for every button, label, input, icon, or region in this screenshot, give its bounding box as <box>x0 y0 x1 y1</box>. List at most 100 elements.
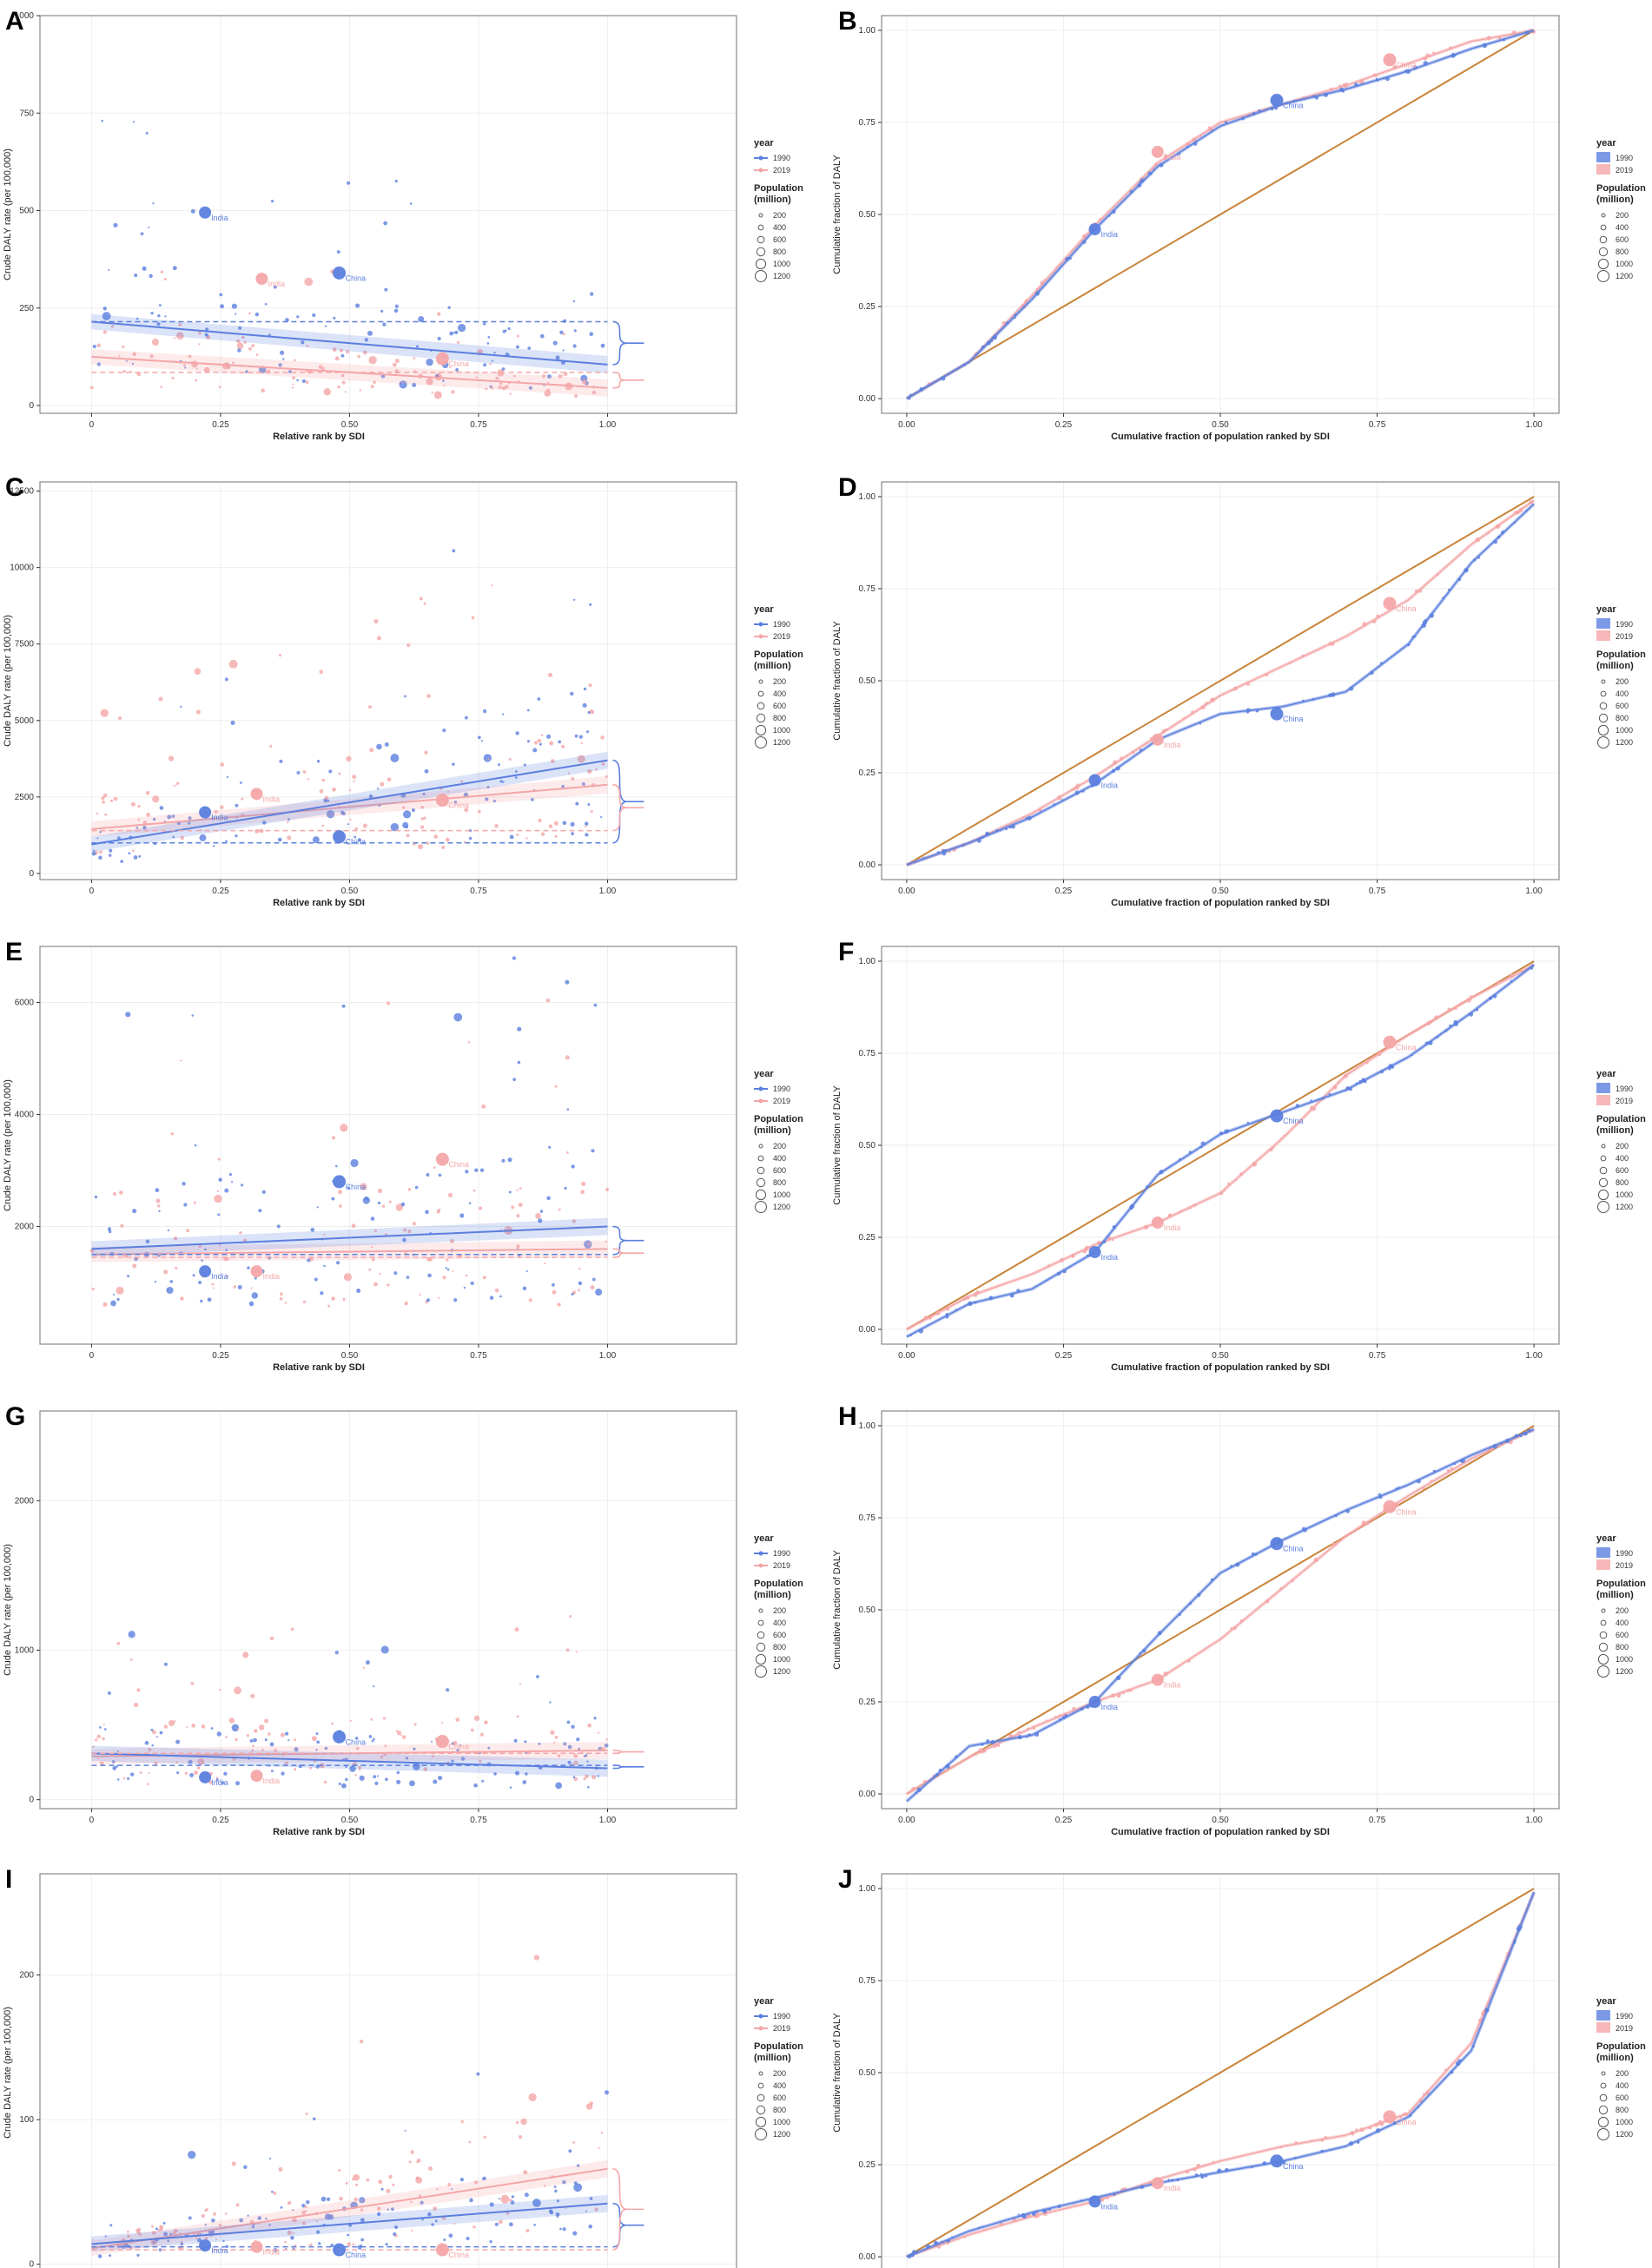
point-2019 <box>553 821 558 826</box>
point-1990 <box>473 1783 478 1788</box>
curve-point-2019 <box>1112 1239 1114 1242</box>
x-axis-title: Cumulative fraction of population ranked… <box>1111 1827 1330 1837</box>
curve-point-1990 <box>1193 142 1198 146</box>
point-2019 <box>151 2231 156 2235</box>
legend: year19902019Population(million)200400600… <box>1596 138 1646 282</box>
point-1990 <box>320 1291 324 1296</box>
point-1990 <box>438 1173 442 1177</box>
country-label: India <box>263 1777 281 1785</box>
point-1990 <box>258 1209 262 1213</box>
curve-point-2019 <box>975 1290 980 1295</box>
curve-point-2019 <box>1514 511 1517 514</box>
point-2019 <box>341 380 346 385</box>
legend-size-label: 1000 <box>1616 260 1633 268</box>
y-tick-label: 200 <box>19 1971 34 1981</box>
curve-point-2019 <box>1398 2114 1403 2119</box>
point-1990 <box>223 1771 228 1776</box>
x-tick-label: 0.25 <box>212 1816 229 1825</box>
x-axis-title: Cumulative fraction of population ranked… <box>1111 1362 1330 1373</box>
point-2019 <box>509 2199 512 2202</box>
point-2019 <box>159 2225 164 2230</box>
legend-size-label: 400 <box>1616 1619 1629 1627</box>
point-2019 <box>235 1737 238 1741</box>
point-2019 <box>366 2178 370 2182</box>
bubble-china-1990 <box>333 266 347 280</box>
point-1990 <box>539 742 542 746</box>
legend-year-title: year <box>1596 1533 1616 1544</box>
curve-point-1990 <box>925 2244 930 2249</box>
bubble-india-1990 <box>1088 2195 1101 2208</box>
curve-point-1990 <box>1189 1602 1192 1605</box>
y-tick-label: 0 <box>29 2260 34 2268</box>
point-1990 <box>188 816 192 821</box>
legend-size-1000 <box>1597 1653 1609 1665</box>
point-2019 <box>175 332 184 340</box>
point-2019 <box>201 1724 206 1729</box>
panel-i: I00.250.500.751.000100200Relative rank b… <box>3 1865 803 2268</box>
legend-size-label: 600 <box>773 2093 786 2102</box>
point-1990 <box>530 797 534 801</box>
point-2019 <box>304 2205 307 2209</box>
point-1990 <box>563 1742 567 1746</box>
point-2019 <box>349 818 352 821</box>
point-2019 <box>203 366 210 373</box>
curve-point-2019 <box>1185 2170 1190 2174</box>
y-tick-label: 0.25 <box>859 1698 876 1707</box>
point-2019 <box>219 805 224 809</box>
point-1990 <box>593 1717 597 1720</box>
legend-size-200 <box>758 213 763 218</box>
curve-point-2019 <box>1414 589 1419 594</box>
curve-point-2019 <box>978 1748 983 1753</box>
point-1990 <box>110 1300 116 1307</box>
point-2019 <box>340 373 345 378</box>
point-1990 <box>593 1003 598 1007</box>
point-2019 <box>358 1766 362 1770</box>
curve-point-1990 <box>1157 1631 1162 1636</box>
point-2019 <box>359 2040 364 2044</box>
point-1990 <box>340 353 345 358</box>
curve-point-1990 <box>1178 1157 1181 1161</box>
point-2019 <box>184 1771 188 1775</box>
x-tick-label: 0.25 <box>212 887 229 896</box>
point-1990 <box>487 1746 491 1750</box>
point-2019 <box>248 312 251 315</box>
point-2019 <box>600 735 605 740</box>
curve-point-1990 <box>1339 87 1345 92</box>
point-2019 <box>180 835 185 841</box>
point-2019 <box>514 1627 519 1632</box>
curve-point-1990 <box>1482 43 1488 49</box>
legend-dot-2019 <box>758 2026 763 2031</box>
point-2019 <box>152 795 160 803</box>
plot-frame <box>39 1410 737 1810</box>
point-2019 <box>479 1759 482 1764</box>
point-1990 <box>589 292 594 296</box>
bubble-india-2019 <box>1151 2177 1164 2190</box>
point-2019 <box>453 2223 456 2225</box>
point-2019 <box>146 1783 149 1785</box>
point-1990 <box>438 1776 443 1781</box>
point-1990 <box>451 2188 453 2191</box>
curve-point-2019 <box>1378 2120 1383 2125</box>
legend-label-2019: 2019 <box>1616 2024 1633 2033</box>
bubble-india-1990 <box>1088 1696 1101 1709</box>
legend-size-label: 400 <box>773 2081 786 2090</box>
point-2019 <box>387 777 392 782</box>
curve-point-2019 <box>1279 1137 1283 1140</box>
point-1990 <box>222 2239 225 2243</box>
point-2019 <box>154 1761 158 1765</box>
curve-point-1990 <box>1492 540 1495 543</box>
point-2019 <box>149 354 154 359</box>
curve-point-1990 <box>974 1301 977 1304</box>
point-1990 <box>368 1735 373 1738</box>
legend-size-label: 400 <box>1616 689 1629 698</box>
point-1990 <box>402 821 409 828</box>
point-1990 <box>301 340 305 345</box>
curve-point-1990 <box>1447 588 1450 591</box>
x-tick-label: 0.50 <box>1212 1351 1229 1361</box>
legend-pop-title: Population <box>1596 1114 1646 1124</box>
point-2019 <box>561 744 565 748</box>
y-tick-label: 2500 <box>15 793 35 802</box>
curve-point-1990 <box>943 848 948 853</box>
point-1990 <box>459 1213 465 1218</box>
curve-point-2019 <box>974 1292 976 1295</box>
